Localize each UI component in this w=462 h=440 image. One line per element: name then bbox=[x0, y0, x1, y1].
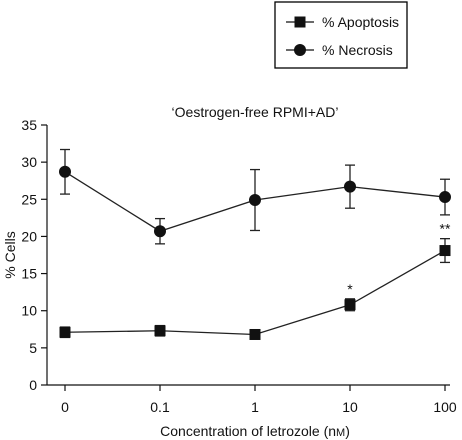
series-layer: *** bbox=[59, 148, 451, 340]
y-tick-label: 20 bbox=[21, 228, 37, 244]
y-ticks: 0 5 10 15 20 25 30 35 bbox=[21, 117, 47, 393]
y-tick-label: 35 bbox=[21, 117, 37, 133]
data-point-apoptosis bbox=[439, 245, 451, 257]
legend-necrosis-label: % Necrosis bbox=[322, 42, 393, 58]
y-tick-label: 10 bbox=[21, 303, 37, 319]
data-point-apoptosis bbox=[59, 326, 71, 338]
data-point-apoptosis bbox=[154, 325, 166, 337]
chart-title: ‘Oestrogen-free RPMI+AD’ bbox=[172, 104, 339, 120]
x-tick-label: 100 bbox=[433, 399, 457, 415]
legend-apoptosis-marker bbox=[294, 16, 306, 28]
significance-label: * bbox=[347, 281, 353, 297]
series-apoptosis: *** bbox=[59, 221, 451, 340]
axes bbox=[46, 125, 450, 386]
data-point-necrosis bbox=[439, 191, 451, 204]
y-tick-label: 25 bbox=[21, 191, 37, 207]
data-point-necrosis bbox=[249, 194, 261, 207]
x-tick-label: 1 bbox=[251, 399, 259, 415]
data-point-apoptosis bbox=[344, 299, 356, 311]
series-line-apoptosis bbox=[64, 249, 446, 336]
legend-necrosis-marker bbox=[294, 44, 306, 56]
significance-label: ** bbox=[440, 221, 451, 237]
y-tick-label: 5 bbox=[29, 340, 37, 356]
legend-item-apoptosis: % Apoptosis bbox=[286, 14, 399, 30]
y-tick-label: 15 bbox=[21, 266, 37, 282]
data-point-necrosis bbox=[154, 225, 166, 238]
data-point-necrosis bbox=[59, 165, 71, 178]
x-tick-label: 10 bbox=[342, 399, 358, 415]
x-tick-label: 0.1 bbox=[150, 399, 170, 415]
y-tick-label: 30 bbox=[21, 154, 37, 170]
x-ticks: 0 0.1 1 10 100 bbox=[61, 385, 457, 415]
y-tick-label: 0 bbox=[29, 377, 37, 393]
series-necrosis bbox=[59, 148, 451, 245]
legend-box bbox=[274, 1, 408, 69]
legend-apoptosis-label: % Apoptosis bbox=[322, 14, 399, 30]
data-point-apoptosis bbox=[249, 328, 261, 340]
data-point-necrosis bbox=[344, 180, 356, 193]
x-tick-label: 0 bbox=[61, 399, 69, 415]
legend-item-necrosis: % Necrosis bbox=[286, 42, 393, 58]
y-axis-title: % Cells bbox=[2, 231, 18, 278]
legend: % Apoptosis % Necrosis bbox=[274, 1, 408, 69]
x-axis-title: Concentration of letrozole (nM) bbox=[160, 423, 350, 439]
